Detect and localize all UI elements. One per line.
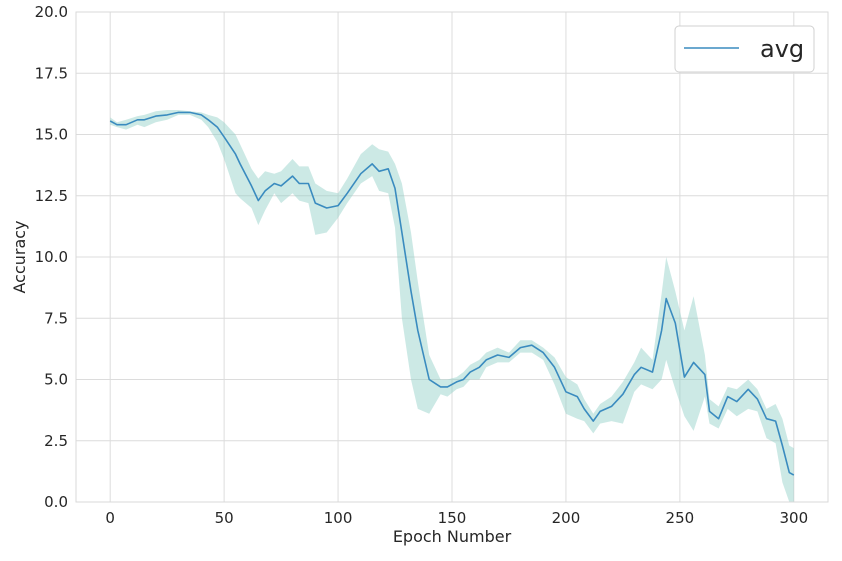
series-line-avg [109,111,795,476]
y-tick-label: 0.0 [44,493,68,511]
series-lines [109,111,795,476]
y-tick-label: 12.5 [35,187,68,205]
x-tick-label: 0 [105,509,115,527]
series-band-avg [110,110,794,502]
y-tick-label: 10.0 [35,248,68,266]
y-tick-label: 20.0 [35,3,68,21]
x-tick-labels: 0 50 100 150 200 250 300 [105,509,808,527]
y-axis-label: Accuracy [10,220,29,293]
x-tick-label: 50 [215,509,234,527]
confidence-bands [110,110,794,502]
plot-frame [75,11,829,503]
y-tick-label: 15.0 [35,126,68,144]
x-tick-label: 200 [552,509,581,527]
legend-box [674,25,815,73]
legend-label: avg [760,35,804,63]
x-tick-label: 250 [666,509,695,527]
x-tick-label: 100 [324,509,353,527]
x-tick-label: 300 [779,509,808,527]
y-tick-labels: 0.0 2.5 5.0 7.5 10.0 12.5 15.0 17.5 20.0 [35,3,68,511]
grid [76,11,828,503]
legend: avg [674,25,815,73]
x-axis-label: Epoch Number [393,527,512,546]
y-tick-label: 17.5 [35,64,68,82]
y-tick-label: 2.5 [44,432,68,450]
x-tick-label: 150 [438,509,467,527]
y-tick-label: 7.5 [44,309,68,327]
y-tick-label: 5.0 [44,371,68,389]
